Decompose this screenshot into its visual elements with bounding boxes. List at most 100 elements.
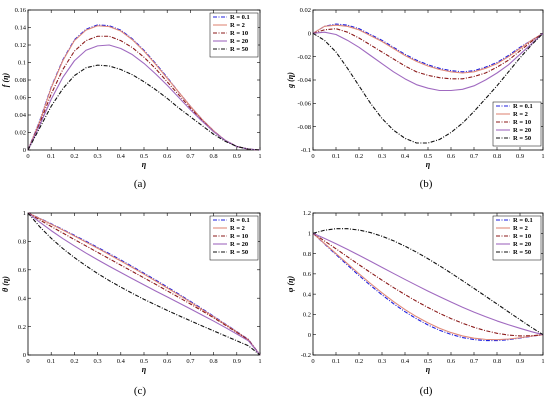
x-tick-label: 0.7 [186,153,195,160]
legend-entry-1: R = 0.1 [230,14,250,21]
y-tick-label: 0.14 [15,25,27,32]
chart-panel-1: 0 0.1 0.2 0.3 0.4 0.5 0.6 0.7 0.8 0.9 1 0 0.02 0.04 0.… [1,7,262,190]
x-tick-label: 0.9 [516,153,524,160]
x-tick-label: 0.9 [233,153,241,160]
series-line-4 [312,31,544,92]
y-tick-label: 0.16 [15,7,27,14]
legend-entry-2: R = 2 [230,22,245,29]
panel-label: (b) [420,178,433,190]
x-tick-label: 0.7 [470,153,479,160]
y-tick-label: 0 [23,147,26,154]
x-tick-label: 0.5 [140,358,148,365]
y-tick-label: 0.2 [18,324,26,331]
legend-entry-2: R = 2 [513,111,528,118]
x-tick-label: 0.2 [355,358,363,365]
x-tick-label: 0.2 [70,153,78,160]
x-tick-label: 0.5 [424,153,432,160]
x-tick-label: 0.7 [470,358,479,365]
x-tick-label: 0.1 [332,358,340,365]
x-tick-label: 0.3 [94,153,102,160]
legend: R = 0.1R = 2R = 10R = 20R = 50 [209,215,259,261]
x-tick-label: 0 [311,153,314,160]
x-tick-label: 0.3 [378,153,386,160]
series-line-5 [27,64,261,151]
y-axis-label: θ (η) [1,276,10,292]
legend: R = 0.1R = 2R = 10R = 20R = 50 [492,101,542,147]
x-tick-label: 0.8 [210,358,218,365]
x-axis-label: η [426,160,431,169]
legend: R = 0.1R = 2R = 10R = 20R = 50 [492,215,542,261]
x-tick-label: 0.4 [401,358,410,365]
legend-entry-4: R = 20 [513,241,531,248]
y-axis-label: g (η) [286,72,295,89]
legend-entry-2: R = 2 [230,225,245,232]
x-axis-label: η [142,160,147,169]
y-tick-label: -0.04 [297,77,311,84]
chart-panel-2: 0 0.1 0.2 0.3 0.4 0.5 0.6 0.7 0.8 0.9 1 -0.1 -0.08 -0… [286,7,545,190]
y-tick-label: 0.02 [300,7,311,14]
x-tick-label: 1 [258,153,261,160]
series-line-1 [312,232,544,342]
x-tick-label: 0 [26,358,29,365]
y-tick-label: -0.06 [297,101,311,108]
y-tick-label: 0.08 [15,77,26,84]
x-tick-label: 0 [26,153,29,160]
series-line-5 [312,228,544,336]
x-tick-label: 1 [258,358,261,365]
y-tick-label: 1 [308,230,311,237]
legend-entry-3: R = 10 [230,30,248,37]
legend-entry-3: R = 10 [513,119,531,126]
x-tick-label: 0.3 [94,358,102,365]
x-axis-label: η [142,365,147,374]
y-tick-label: 0 [23,352,26,359]
legend-entry-1: R = 0.1 [230,217,250,224]
y-tick-label: 0.4 [18,295,27,302]
x-tick-label: 0.2 [355,153,363,160]
series-line-2 [312,24,544,74]
x-axis-label: η [426,365,431,374]
x-tick-label: 0.6 [163,153,172,160]
y-tick-label: -0.02 [297,54,311,61]
y-axis-label: f (η) [1,72,10,87]
x-tick-label: 0.9 [233,358,241,365]
x-tick-label: 0.3 [378,358,386,365]
series-line-2 [312,232,544,341]
chart-panel-4: 0 0.1 0.2 0.3 0.4 0.5 0.6 0.7 0.8 0.9 1-0.200.20.4… [286,210,545,397]
legend-entry-5: R = 50 [513,135,531,142]
legend-entry-2: R = 2 [513,225,528,232]
y-tick-label: -0.08 [297,124,311,131]
x-tick-label: 0.4 [117,358,126,365]
series-line-4 [27,212,261,356]
series-line-2 [27,212,261,356]
x-tick-label: 0.6 [447,153,456,160]
y-tick-label: 0 [308,332,311,339]
series-line-5 [312,32,544,144]
y-tick-label: -0.1 [301,147,311,154]
y-tick-label: 0.2 [303,312,311,319]
series-line-4 [27,44,261,151]
y-tick-label: 1.2 [303,210,311,217]
y-tick-label: 0.6 [18,267,27,274]
panel-label: (d) [420,385,433,397]
y-tick-label: 0.8 [303,251,311,258]
x-tick-label: 0.1 [47,153,55,160]
panel-label: (c) [134,385,147,397]
legend-entry-4: R = 20 [513,127,531,134]
series-line-1 [312,23,544,73]
x-tick-label: 0.5 [140,153,148,160]
y-tick-label: 1 [23,210,26,217]
x-tick-label: 0.8 [210,153,218,160]
x-tick-label: 0.2 [70,358,78,365]
legend-box [492,101,542,147]
y-tick-label: 0.04 [15,112,27,119]
x-tick-label: 0.6 [447,358,456,365]
legend-entry-3: R = 10 [513,233,531,240]
y-tick-label: 0.1 [18,60,26,67]
y-axis-label: φ (η) [286,275,295,292]
legend-box [209,215,259,261]
legend-entry-5: R = 50 [230,249,248,256]
panel-label: (a) [134,178,147,190]
legend-entry-5: R = 50 [513,249,531,256]
legend: R = 0.1R = 2R = 10R = 20R = 50 [209,12,259,58]
